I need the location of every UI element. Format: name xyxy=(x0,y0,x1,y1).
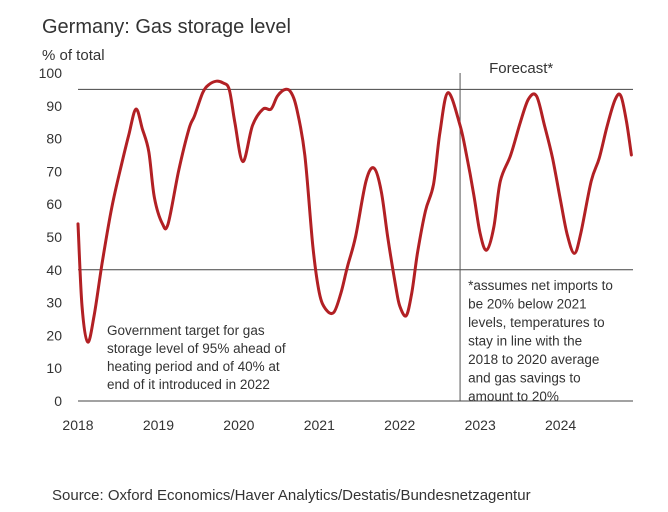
y-tick-label: 60 xyxy=(46,196,62,212)
y-tick-label: 20 xyxy=(46,327,62,343)
policy-annotation: Government target for gas storage level o… xyxy=(107,323,286,392)
x-tick-label: 2023 xyxy=(465,417,496,433)
y-axis-ticks: 0 10 20 30 40 50 60 70 80 90 100 xyxy=(39,65,63,409)
y-axis-label: % of total xyxy=(42,47,105,64)
reference-lines xyxy=(78,88,633,271)
y-tick-label: 80 xyxy=(46,131,62,147)
policy-note-line: Government target for gas xyxy=(107,323,265,338)
y-tick-label: 10 xyxy=(46,360,62,376)
forecast-note-line: and gas savings to xyxy=(468,371,581,386)
y-tick-label: 90 xyxy=(46,98,62,114)
y-tick-label: 100 xyxy=(39,65,63,81)
series-line-gas-storage xyxy=(76,79,633,344)
forecast-note-line: *assumes net imports to xyxy=(468,278,613,293)
policy-note-line: heating period and of 40% at xyxy=(107,359,280,374)
forecast-annotation: *assumes net imports to be 20% below 2021… xyxy=(468,278,613,404)
forecast-note-line: amount to 20% xyxy=(468,389,559,404)
y-tick-label: 40 xyxy=(46,262,62,278)
x-tick-label: 2019 xyxy=(143,417,174,433)
x-axis-ticks: 2018 2019 2020 2021 2022 2023 2024 xyxy=(62,417,576,433)
y-tick-label: 70 xyxy=(46,163,62,179)
chart-title: Germany: Gas storage level xyxy=(42,16,291,38)
y-tick-label: 50 xyxy=(46,229,62,245)
source-note: Source: Oxford Economics/Haver Analytics… xyxy=(52,487,531,504)
x-tick-label: 2024 xyxy=(545,417,576,433)
forecast-note-line: be 20% below 2021 xyxy=(468,297,587,312)
forecast-label: Forecast* xyxy=(489,60,553,77)
forecast-note-line: levels, temperatures to xyxy=(468,315,605,330)
y-tick-label: 0 xyxy=(54,393,62,409)
forecast-note-line: 2018 to 2020 average xyxy=(468,352,599,367)
x-tick-label: 2022 xyxy=(384,417,415,433)
policy-note-line: storage level of 95% ahead of xyxy=(107,341,286,356)
x-tick-label: 2021 xyxy=(304,417,335,433)
x-tick-label: 2018 xyxy=(62,417,93,433)
x-tick-label: 2020 xyxy=(223,417,254,433)
forecast-note-line: stay in line with the xyxy=(468,334,582,349)
y-tick-label: 30 xyxy=(46,295,62,311)
policy-note-line: end of it introduced in 2022 xyxy=(107,377,270,392)
